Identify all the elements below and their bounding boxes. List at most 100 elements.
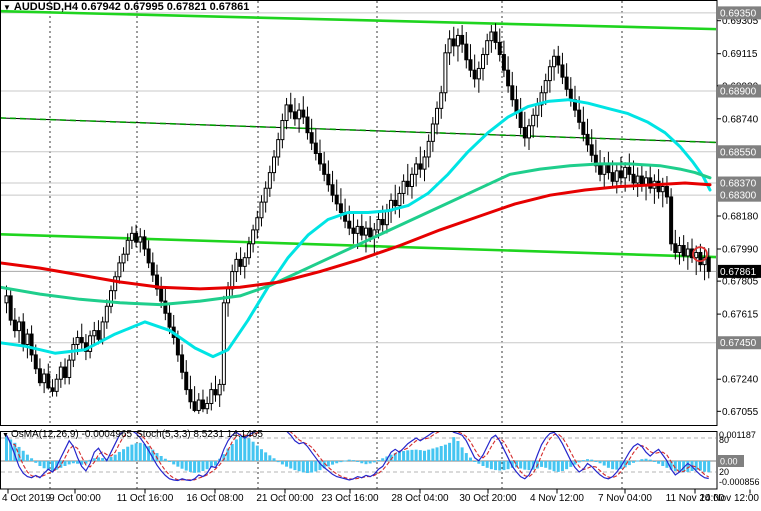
candle-body xyxy=(635,175,640,184)
osma-bar xyxy=(548,461,552,470)
candle-body xyxy=(154,274,159,290)
osma-bar xyxy=(602,461,606,466)
candle-body xyxy=(92,330,97,337)
moving-averages xyxy=(1,98,712,359)
candle-body xyxy=(552,55,557,68)
time-axis-label: 23 Oct 16:00 xyxy=(321,493,379,504)
osma-bar xyxy=(644,458,648,461)
ma-fast-cyan xyxy=(1,98,712,359)
candle-body xyxy=(318,153,322,165)
candle-body xyxy=(330,184,335,196)
candle-body xyxy=(75,337,80,345)
candle-body xyxy=(677,245,682,253)
candle-body xyxy=(263,187,268,203)
candle-body xyxy=(167,312,172,328)
osma-bar xyxy=(255,445,259,461)
candle-body xyxy=(288,104,293,113)
osma-bar xyxy=(222,454,226,461)
stoch-main-line xyxy=(5,432,709,482)
descending-dashed-trendline xyxy=(1,117,716,144)
osma-bar xyxy=(122,449,126,461)
osma-bar xyxy=(393,453,397,461)
osc-zero-badge xyxy=(718,455,744,467)
osma-bar xyxy=(289,461,293,469)
candle-body xyxy=(175,337,180,356)
osma-bar xyxy=(406,450,410,461)
price-axis-label: 0.68740 xyxy=(722,114,759,125)
candle-body xyxy=(510,85,515,101)
candle-body xyxy=(246,243,251,259)
osma-bar xyxy=(707,461,711,473)
candle-body xyxy=(54,378,59,392)
osma-bar xyxy=(498,461,502,471)
price-level-badge-label: 0.67450 xyxy=(720,338,757,349)
candle-body xyxy=(610,172,615,182)
osma-bar xyxy=(226,448,230,461)
osma-bar xyxy=(163,458,167,461)
osma-bar xyxy=(377,460,381,462)
candle-body xyxy=(468,59,473,71)
osma-bar xyxy=(214,461,217,466)
candle-body xyxy=(338,203,343,214)
osma-bar xyxy=(489,461,493,470)
candle-body xyxy=(593,154,598,167)
osma-bar xyxy=(130,444,134,461)
collapse-icon[interactable]: ▼ xyxy=(2,432,9,439)
candle-body xyxy=(577,109,582,123)
candle-body xyxy=(301,109,306,118)
candle-body xyxy=(280,120,285,141)
osma-bar xyxy=(452,437,456,461)
candle-body xyxy=(305,116,310,134)
osma-bar xyxy=(586,459,590,461)
osma-bar xyxy=(71,461,75,464)
chart-title-text: AUDUSD,H4 0.67942 0.67995 0.67821 0.6786… xyxy=(13,1,250,13)
candle-body xyxy=(322,163,327,175)
candle-body xyxy=(8,295,13,321)
osma-bar xyxy=(297,461,301,472)
candle-body xyxy=(217,383,222,396)
collapse-icon[interactable]: ▼ xyxy=(3,3,11,12)
candle-body xyxy=(485,40,490,56)
osma-bar xyxy=(151,449,155,461)
candle-body xyxy=(598,165,603,175)
osma-bar xyxy=(101,458,105,461)
candle-body xyxy=(46,373,51,389)
osma-bar xyxy=(431,448,435,461)
osma-bar xyxy=(590,459,594,461)
price-axis-label: 0.69305 xyxy=(722,16,759,27)
osma-bar xyxy=(301,461,305,473)
time-axis-label: 7 Nov 04:00 xyxy=(598,493,652,504)
candle-body xyxy=(67,359,72,378)
time-axis-label: 11 Oct 16:00 xyxy=(117,493,174,504)
osma-bar xyxy=(347,459,351,461)
osma-bar xyxy=(669,461,673,470)
price-level-badge-label: 0.68550 xyxy=(720,147,757,158)
osma-bar xyxy=(485,461,489,468)
osma-bar xyxy=(443,444,447,461)
candle-body xyxy=(251,229,256,245)
candle-body xyxy=(706,256,711,272)
osma-bar xyxy=(13,442,17,461)
candle-body xyxy=(192,401,197,411)
candle-body xyxy=(188,389,193,403)
candle-body xyxy=(648,177,653,189)
osma-bar xyxy=(42,461,46,469)
time-axis-label: 16 Oct 08:00 xyxy=(186,493,244,504)
osma-bar xyxy=(477,461,481,464)
candle-body xyxy=(660,185,665,193)
candle-body xyxy=(359,225,364,236)
candle-body xyxy=(42,373,47,384)
candle-body xyxy=(50,387,55,392)
candle-body xyxy=(259,201,264,219)
price-axis-label: 0.67615 xyxy=(722,310,759,321)
candle-body xyxy=(698,251,703,266)
osma-bar xyxy=(84,461,88,464)
osma-bar xyxy=(560,461,564,471)
osma-bar xyxy=(193,461,197,473)
candle-body xyxy=(125,239,130,255)
candle-body xyxy=(589,144,594,156)
osma-bar xyxy=(494,461,498,471)
osma-bar xyxy=(632,461,635,463)
osma-bar xyxy=(76,461,80,464)
